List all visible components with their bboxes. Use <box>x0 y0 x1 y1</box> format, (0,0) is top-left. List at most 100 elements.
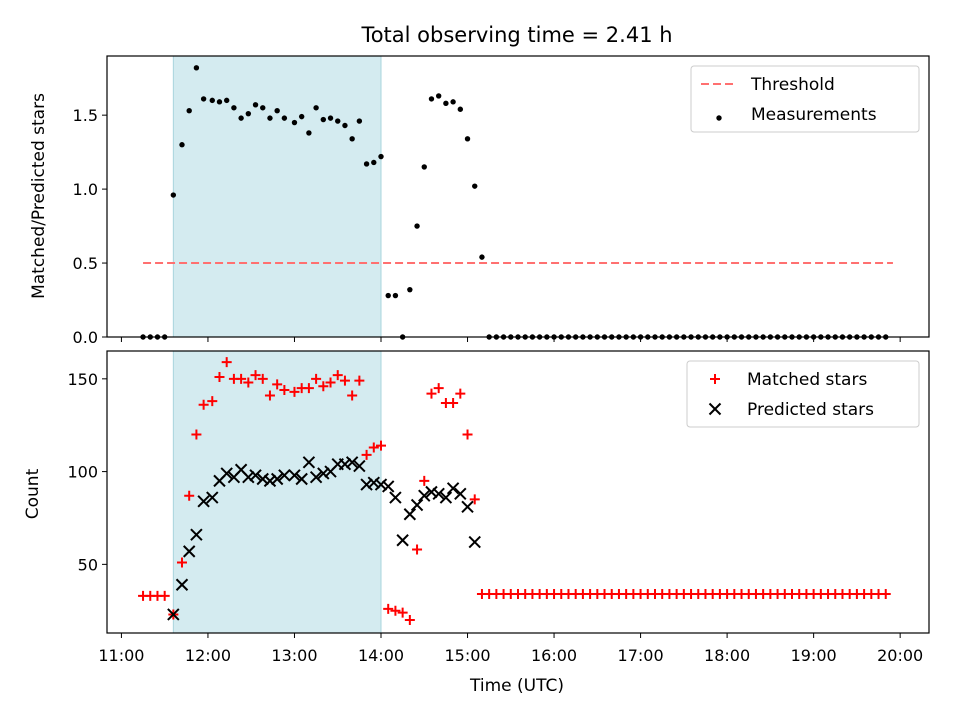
data-point <box>446 482 460 495</box>
axes-frame <box>106 350 930 634</box>
data-point <box>249 469 262 482</box>
legend-label: Predicted stars <box>747 400 874 420</box>
y-tick-label: 0.0 <box>73 328 98 347</box>
legend-box <box>686 360 920 428</box>
data-point <box>392 292 399 299</box>
data-point <box>433 383 444 394</box>
y-tick-label: 0.5 <box>73 254 98 273</box>
data-point <box>221 357 232 368</box>
axes-frame <box>106 55 930 338</box>
data-point <box>313 105 319 111</box>
series-predicted-stars <box>167 456 481 621</box>
data-point <box>242 470 255 484</box>
data-point <box>390 605 401 616</box>
x-axis-label: Time (UTC) <box>469 676 564 696</box>
data-point <box>461 500 474 514</box>
data-point <box>457 106 464 112</box>
data-point <box>231 105 237 111</box>
data-point <box>167 608 180 621</box>
data-point <box>200 96 207 102</box>
data-point <box>320 116 327 123</box>
data-point <box>378 153 384 160</box>
data-point <box>371 159 377 166</box>
data-point <box>223 97 230 104</box>
x-tick-label: 16:00 <box>531 646 577 665</box>
data-point <box>184 490 195 501</box>
data-point <box>238 115 244 121</box>
y-tick-label: 150 <box>67 370 98 389</box>
data-point <box>288 469 301 482</box>
legend-label: Matched stars <box>747 370 867 390</box>
data-point <box>243 377 254 388</box>
data-point <box>220 467 233 480</box>
data-point <box>418 489 431 502</box>
legend-matched-swatch <box>710 374 720 384</box>
data-point <box>353 459 366 473</box>
series-matched-stars <box>138 357 891 626</box>
data-point <box>450 99 456 105</box>
data-point <box>302 456 316 469</box>
x-tick-label: 13:00 <box>271 646 317 665</box>
x-tick-label: 14:00 <box>358 646 404 665</box>
data-point <box>317 467 330 480</box>
data-point <box>360 478 373 491</box>
data-point <box>267 115 273 121</box>
legend-box <box>690 65 920 133</box>
data-point <box>414 223 420 229</box>
data-point <box>455 388 466 399</box>
data-point <box>342 122 348 129</box>
data-point <box>298 113 305 120</box>
data-point <box>412 544 423 555</box>
data-point <box>252 102 259 108</box>
data-point <box>214 371 225 382</box>
data-point <box>448 397 459 408</box>
data-point <box>190 528 203 541</box>
data-point <box>421 164 427 170</box>
data-point <box>193 65 200 71</box>
legend-label: Threshold <box>750 75 835 95</box>
data-point <box>325 377 336 388</box>
data-point <box>368 442 379 453</box>
y-tick-label: 50 <box>78 555 98 574</box>
data-point <box>207 396 218 407</box>
data-point <box>397 607 408 618</box>
data-point <box>264 390 275 401</box>
data-point <box>309 470 323 484</box>
x-tick-label: 20:00 <box>877 646 923 665</box>
data-point <box>403 508 417 521</box>
y-tick-label: 1.5 <box>73 106 98 125</box>
data-point <box>209 97 215 104</box>
data-point <box>361 449 372 460</box>
data-point <box>389 491 402 504</box>
chart-title: Total observing time = 2.41 h <box>360 23 672 47</box>
data-point <box>385 292 391 299</box>
data-point <box>245 110 252 117</box>
observing-span-highlight <box>172 350 382 634</box>
data-point <box>410 498 424 512</box>
data-point <box>175 578 189 591</box>
x-tick-label: 12:00 <box>185 646 231 665</box>
data-point <box>428 96 435 102</box>
data-point <box>332 370 343 381</box>
data-point <box>278 469 291 482</box>
data-point <box>376 440 386 451</box>
data-point <box>479 254 485 260</box>
data-point <box>274 108 280 114</box>
observing-span-highlight <box>172 55 382 338</box>
data-point <box>464 136 471 142</box>
data-point <box>256 472 269 486</box>
data-point <box>272 379 283 390</box>
x-tick-label: 18:00 <box>704 646 750 665</box>
legend-label: Measurements <box>751 105 877 125</box>
data-point <box>182 545 196 558</box>
data-point <box>236 373 247 384</box>
x-tick-label: 19:00 <box>791 646 837 665</box>
data-point <box>345 456 359 469</box>
data-point <box>257 373 268 384</box>
data-point <box>306 130 312 136</box>
data-point <box>186 108 192 114</box>
legend: Matched stars Predicted stars <box>686 360 920 428</box>
data-point <box>354 375 365 386</box>
data-point <box>432 487 445 501</box>
data-point <box>419 475 430 486</box>
